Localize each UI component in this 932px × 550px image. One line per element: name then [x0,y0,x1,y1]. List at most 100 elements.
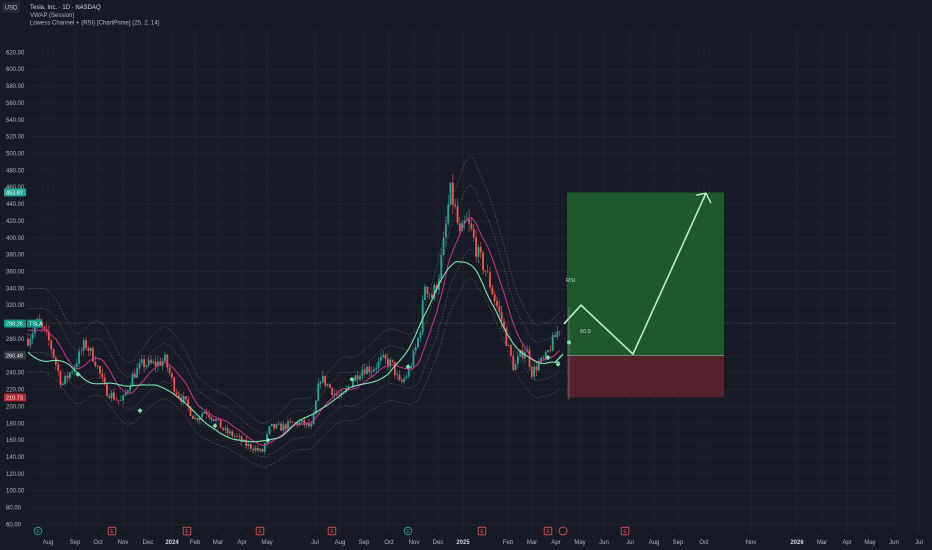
rsi-label: RSI [566,278,576,284]
candle-body [124,392,127,396]
candle-body [396,374,399,376]
candle-body [328,384,331,388]
candle-body [284,424,287,430]
candle-body [558,331,561,333]
candle-body [493,294,496,301]
candle-body [222,427,224,430]
time-label: May [864,540,875,546]
projection-path[interactable] [554,192,712,400]
price-tick-label: 580.00 [6,84,25,90]
candle-body [484,270,487,272]
candle-body [249,444,252,449]
earnings-event-icon[interactable] [620,526,630,536]
split-event-icon[interactable] [558,526,568,536]
candle-body [31,333,34,339]
candle-body [482,252,484,271]
grid [28,30,920,534]
time-label: Jul [311,540,319,546]
price-tick-label: 120.00 [6,472,25,478]
candle-body [352,381,354,388]
candle-body [331,387,334,396]
candle-body [363,369,366,375]
time-label: Aug [649,540,660,546]
earnings-event-icon[interactable] [477,526,487,536]
time-label: Mar [817,540,827,546]
candle-body [530,366,533,377]
loss-zone[interactable] [567,355,724,398]
time-axis[interactable]: Aug Sep Oct Nov Dec 2024 Feb Mar Apr May Jul Aug Sep… [43,540,923,546]
dividend-event-icon[interactable] [33,526,43,536]
candle-body [386,358,389,367]
candle-body [173,377,176,393]
candle-body [87,348,90,351]
candle-body [171,373,173,378]
candle-body [287,421,289,430]
candle-body [449,182,452,205]
candle-body [554,335,556,338]
time-label: May [261,540,272,546]
time-label: Jul [626,540,634,546]
candle-body [194,417,197,419]
candle-body [224,428,227,430]
candle-body [129,386,132,391]
candle-body [456,206,459,224]
signal-diamond [265,437,271,443]
time-label: Mar [213,540,223,546]
candle-body [544,352,547,359]
signal-diamond [405,364,411,370]
candle-body [454,204,457,207]
price-tick-label: 560.00 [6,101,25,107]
candle-body [533,366,536,377]
candle-body [101,373,104,378]
earnings-event-icon[interactable] [543,526,553,536]
event-label: E [36,529,40,535]
projection-line[interactable] [563,192,707,356]
candle-body [117,399,120,401]
currency-button[interactable] [2,2,20,13]
candle-body [166,354,169,368]
candle-body [138,363,141,369]
indicator-lowess-channel[interactable]: Lowess Channel + (RSI) [ChartPrime] (25,… [30,21,160,27]
candle-body [178,394,180,398]
candle-body [29,338,32,346]
candle-body [463,220,466,224]
candle-body [301,419,303,423]
earnings-event-icon[interactable] [107,526,117,536]
candle-body [366,366,368,375]
candle-body [187,399,190,407]
currency-button-label[interactable]: USD [5,6,18,12]
candle-body [219,419,222,428]
candle-body [512,355,515,371]
candle-body [426,286,429,294]
candle-body [208,414,210,418]
earnings-event-icon[interactable] [327,526,337,536]
candle-body [217,419,220,420]
candle-body [319,382,322,384]
candle-body [82,340,85,351]
price-tag [4,393,26,402]
candle-body [226,428,229,434]
earnings-event-icon[interactable] [255,526,265,536]
candle-body [468,218,471,224]
candle-body [164,354,166,362]
indicator-vwap[interactable]: VWAP (Session) [30,13,74,19]
price-tick-label: 480.00 [6,168,25,174]
candle-body [282,424,285,431]
time-label: Mar [527,540,537,546]
dividend-event-icon[interactable] [403,526,413,536]
candle-body [66,375,69,379]
candle-body [184,396,187,400]
candle-body [89,348,92,351]
candle-body [212,419,215,421]
long-position-tool[interactable] [567,192,724,398]
candle-body [326,384,329,386]
earnings-event-icon[interactable] [182,526,192,536]
price-axis[interactable]: 60.00 80.00 100.00 120.00 140.00 160.00 180.00… [4,50,43,528]
candle-body [477,247,480,257]
time-label: Oct [93,540,103,546]
candle-body [540,357,543,363]
price-tag [4,188,26,197]
price-tick-label: 340.00 [6,286,25,292]
price-tick-label: 600.00 [6,67,25,73]
